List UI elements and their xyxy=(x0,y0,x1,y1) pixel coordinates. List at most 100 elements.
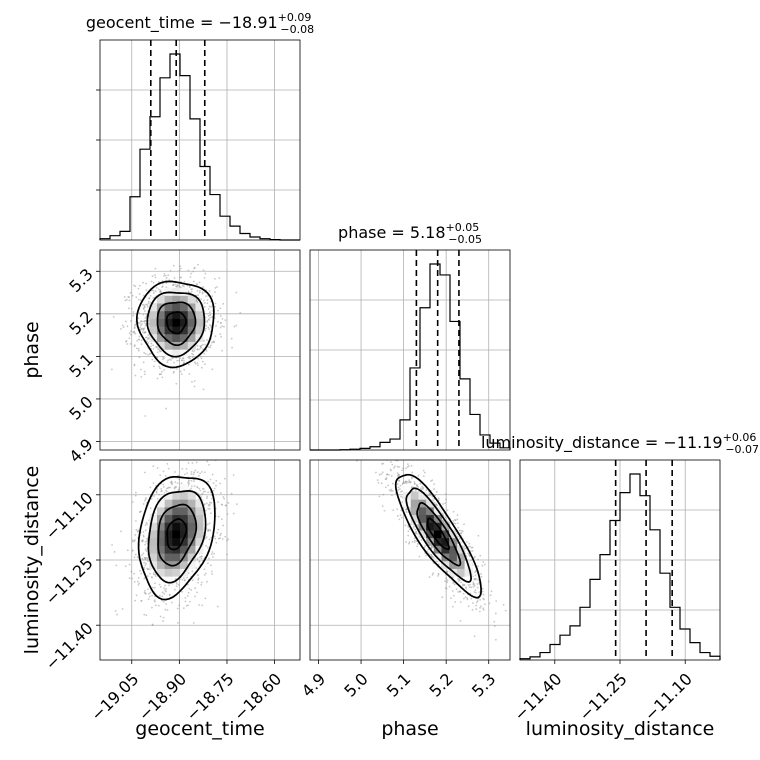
xlabel-geocent_time: geocent_time xyxy=(135,718,264,740)
sample-point xyxy=(211,341,213,344)
sample-point xyxy=(221,538,224,540)
contour-1 xyxy=(416,502,462,567)
sample-point xyxy=(416,543,419,545)
sample-point xyxy=(192,270,195,273)
sample-point xyxy=(217,501,219,503)
sample-point xyxy=(219,315,222,317)
sample-point xyxy=(190,470,193,473)
sample-point xyxy=(209,512,212,515)
sample-point xyxy=(456,518,459,521)
sample-point xyxy=(214,305,216,308)
density-cell xyxy=(164,545,173,554)
sample-point xyxy=(202,286,204,288)
sample-point xyxy=(209,314,212,316)
sample-point xyxy=(444,580,447,583)
sample-point xyxy=(206,546,209,549)
sample-point xyxy=(209,316,211,319)
density-cell xyxy=(164,303,173,312)
density-cell xyxy=(164,295,173,304)
sample-point xyxy=(166,609,169,611)
sample-point xyxy=(120,530,122,533)
sample-point xyxy=(142,535,145,538)
sample-point xyxy=(397,486,400,489)
sample-point xyxy=(390,490,393,493)
sample-point xyxy=(186,472,189,475)
sample-point xyxy=(210,497,213,500)
sample-point xyxy=(474,571,476,574)
sample-point xyxy=(165,282,168,285)
density-cell xyxy=(195,303,204,312)
sample-point xyxy=(226,513,229,515)
sample-point xyxy=(173,361,175,364)
sample-point xyxy=(125,340,127,343)
sample-point xyxy=(201,291,204,294)
sample-point xyxy=(208,504,211,507)
sample-point xyxy=(462,584,464,587)
sample-point xyxy=(235,503,238,506)
sample-point xyxy=(468,586,471,588)
sample-point xyxy=(134,332,137,335)
density-cell xyxy=(418,491,427,500)
sample-point xyxy=(452,520,455,522)
sample-point xyxy=(193,385,196,388)
sample-point xyxy=(384,486,387,489)
sample-point xyxy=(150,497,153,500)
sample-point xyxy=(444,502,447,505)
sample-point xyxy=(214,287,217,289)
sample-point xyxy=(116,613,118,616)
xtick-label-luminosity_distance: −11.25 xyxy=(575,669,630,724)
sample-point xyxy=(153,586,156,589)
density-cell xyxy=(441,522,450,531)
sample-point xyxy=(202,490,205,493)
sample-point xyxy=(190,487,193,490)
sample-point xyxy=(152,573,155,576)
sample-point xyxy=(482,607,485,610)
sample-point xyxy=(217,320,219,323)
sample-point xyxy=(397,457,399,459)
sample-point xyxy=(445,587,448,590)
sample-point xyxy=(214,302,217,305)
sample-point xyxy=(159,586,162,588)
sample-point xyxy=(435,503,438,506)
density-cell xyxy=(180,491,189,500)
sample-point xyxy=(412,523,415,525)
sample-point xyxy=(166,462,169,465)
sample-point xyxy=(457,535,459,538)
sample-point xyxy=(173,486,176,489)
sample-point xyxy=(413,541,416,544)
sample-point xyxy=(472,581,475,584)
sample-point xyxy=(484,603,486,606)
sample-point xyxy=(396,508,399,511)
sample-point xyxy=(215,479,218,482)
sample-point xyxy=(137,583,140,586)
sample-point xyxy=(188,482,191,485)
sample-point xyxy=(375,471,377,474)
panel-title-phase: phase = 5.18+0.05 −0.05 xyxy=(338,221,482,246)
sample-point xyxy=(197,574,199,576)
sample-point xyxy=(124,299,127,302)
sample-point xyxy=(380,482,383,485)
sample-point xyxy=(161,591,164,594)
density-cell xyxy=(164,506,173,516)
density-cell xyxy=(172,553,181,562)
sample-point xyxy=(402,481,405,484)
sample-point xyxy=(458,579,461,582)
sample-point xyxy=(205,497,208,500)
sample-point xyxy=(220,335,223,338)
sample-point xyxy=(405,467,407,470)
sample-point xyxy=(396,472,399,475)
contour-2 xyxy=(147,490,207,584)
sample-point xyxy=(158,349,161,352)
sample-point xyxy=(133,580,136,583)
sample-point xyxy=(393,441,395,443)
ytick-label-phase: 5.0 xyxy=(65,392,96,423)
density-cell xyxy=(172,522,181,531)
sample-point xyxy=(178,478,181,481)
sample-point xyxy=(430,480,432,482)
sample-point xyxy=(147,588,149,591)
sample-point xyxy=(149,572,151,575)
density-cell xyxy=(418,506,427,516)
sample-point xyxy=(213,341,216,344)
sample-point xyxy=(126,549,129,552)
sample-point xyxy=(419,482,422,485)
